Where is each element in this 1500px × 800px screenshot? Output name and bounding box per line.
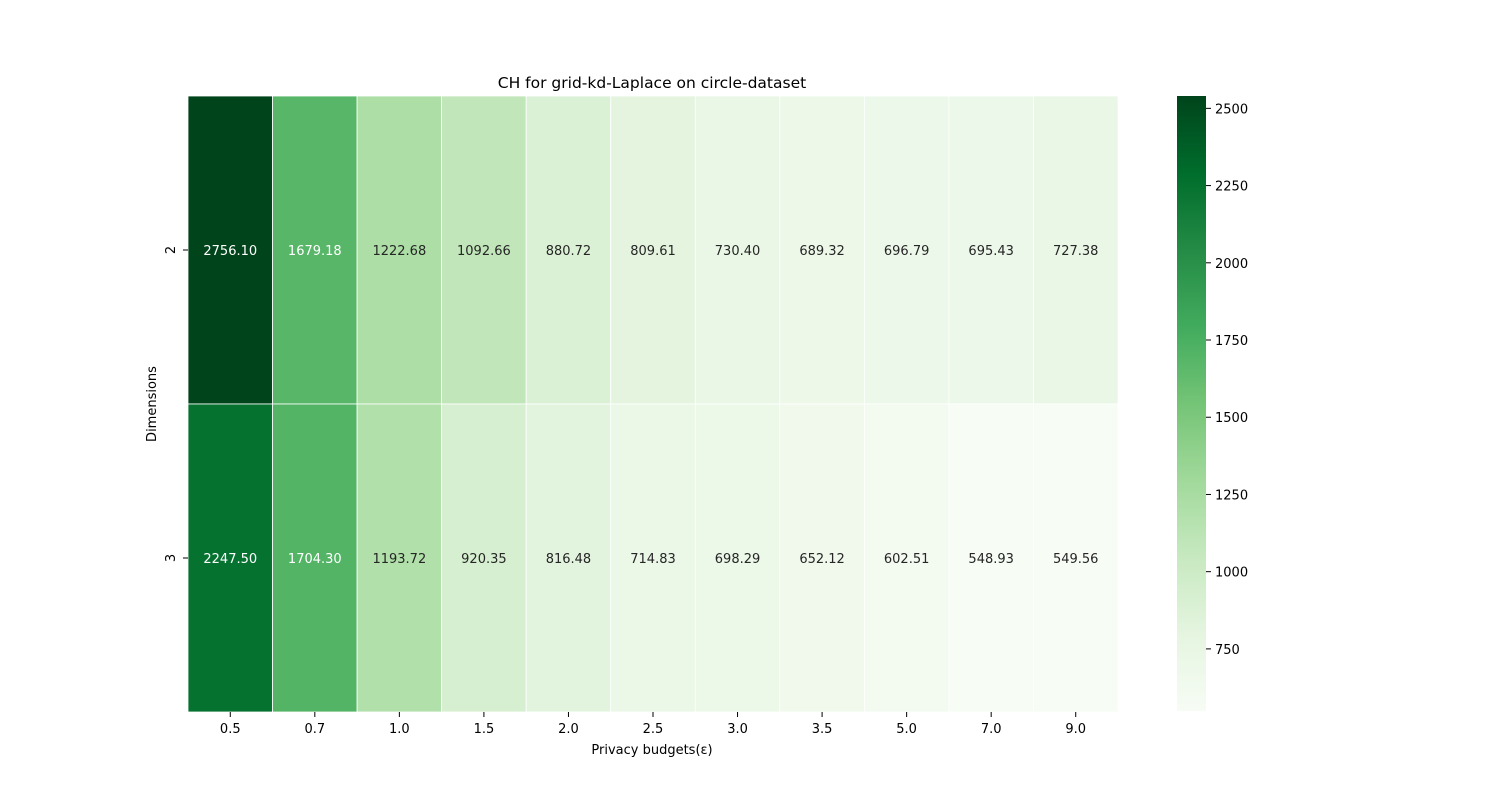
cell-value-label: 1193.72: [372, 552, 426, 567]
cell-value-label: 698.29: [715, 552, 761, 567]
heatmap-cell: [272, 95, 358, 405]
y-tick-label: 3: [164, 554, 179, 562]
heatmap-cell: [1033, 95, 1119, 405]
heatmap-cell: [610, 95, 696, 405]
cell-value-label: 549.56: [1053, 552, 1099, 567]
heatmap-cell: [525, 403, 612, 713]
x-tick-label: 5.0: [896, 722, 917, 737]
cell-value-label: 714.83: [630, 552, 676, 567]
cell-value-label: 730.40: [715, 244, 761, 259]
x-tick-label: 0.7: [304, 722, 325, 737]
colorbar-ticks: 750 1000 1250 1500 1750 2000 2250 2500: [1206, 102, 1248, 658]
x-tick-label: 2.5: [643, 722, 664, 737]
heatmap-cell: [779, 95, 865, 405]
heatmap-cell: [356, 403, 443, 713]
x-tick-label: 2.0: [558, 722, 579, 737]
cell-value-label: 920.35: [461, 552, 507, 567]
heatmap-cell: [441, 403, 527, 713]
colorbar-tick-label: 2250: [1215, 180, 1248, 195]
colorbar-tick-label: 1500: [1215, 411, 1248, 426]
cell-value-label: 696.79: [884, 244, 930, 259]
colorbar-tick-label: 750: [1215, 643, 1240, 658]
x-tick-label: 7.0: [981, 722, 1002, 737]
colorbar-tick-label: 2000: [1215, 257, 1248, 272]
cell-value-label: 695.43: [968, 244, 1014, 259]
x-tick-label: 3.5: [812, 722, 833, 737]
cell-value-label: 652.12: [799, 552, 845, 567]
cell-value-label: 816.48: [546, 552, 592, 567]
cell-value-label: 1222.68: [372, 244, 426, 259]
heatmap-cell: [948, 403, 1034, 713]
cell-value-label: 727.38: [1053, 244, 1099, 259]
heatmap-cell: [948, 95, 1034, 405]
chart-title: CH for grid-kd-Laplace on circle-dataset: [498, 74, 806, 92]
cell-value-label: 1704.30: [288, 552, 342, 567]
heatmap-cell: [779, 403, 865, 713]
cell-value-label: 548.93: [968, 552, 1014, 567]
heatmap-cell: [187, 403, 273, 713]
cell-value-label: 1679.18: [288, 244, 342, 259]
heatmap-cell: [610, 403, 696, 713]
colorbar: [1177, 96, 1206, 711]
cell-value-label: 602.51: [884, 552, 930, 567]
heatmap-cell: [694, 95, 781, 405]
x-axis-label: Privacy budgets(ε): [591, 743, 712, 758]
y-axis-label: Dimensions: [145, 366, 160, 442]
cell-value-label: 1092.66: [457, 244, 511, 259]
heatmap-cell: [356, 95, 443, 405]
cell-value-label: 2247.50: [203, 552, 257, 567]
cell-value-label: 689.32: [799, 244, 845, 259]
x-tick-label: 3.0: [727, 722, 748, 737]
colorbar-tick-label: 1250: [1215, 488, 1248, 503]
y-tick-label: 2: [164, 246, 179, 254]
cell-value-label: 809.61: [630, 244, 676, 259]
heatmap-cell: [187, 95, 273, 405]
heatmap-cell: [525, 95, 612, 405]
colorbar-tick-label: 2500: [1215, 102, 1248, 117]
y-axis-ticks: 23: [164, 246, 188, 562]
cell-value-label: 880.72: [546, 244, 592, 259]
heatmap-cell: [694, 403, 781, 713]
cell-value-label: 2756.10: [203, 244, 257, 259]
x-tick-label: 9.0: [1065, 722, 1086, 737]
heatmap-cell: [441, 95, 527, 405]
heatmap-cell: [863, 403, 950, 713]
x-axis-ticks: 0.5 0.7 1.0 1.5 2.0 2.5 3.0 3.5 5.0 7.0 9.0: [220, 712, 1086, 737]
x-tick-label: 1.5: [474, 722, 495, 737]
heatmap-cells: 2756.10 1679.18 1222.68 1092.66 880.72 809.61…: [187, 95, 1119, 713]
colorbar-tick-label: 1000: [1215, 566, 1248, 581]
heatmap-cell: [1033, 403, 1119, 713]
heatmap-cell: [272, 403, 358, 713]
colorbar-tick-label: 1750: [1215, 334, 1248, 349]
x-tick-label: 1.0: [389, 722, 410, 737]
x-tick-label: 0.5: [220, 722, 241, 737]
